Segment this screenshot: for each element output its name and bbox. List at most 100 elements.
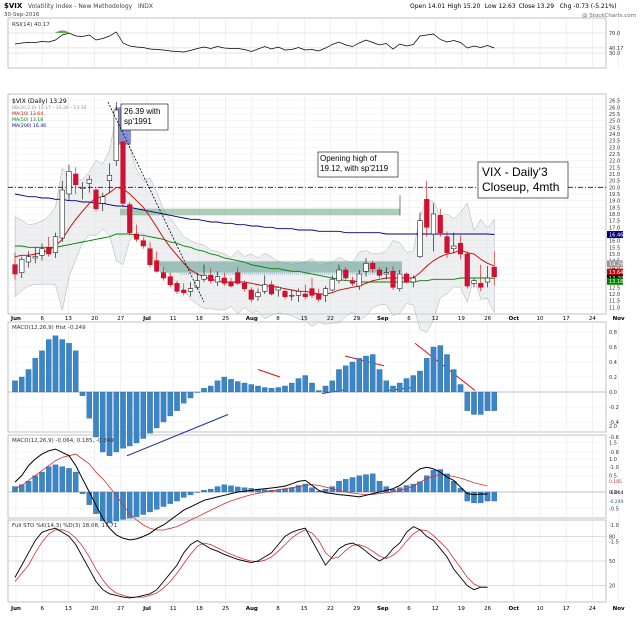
hist-bar bbox=[221, 376, 227, 393]
x-tick-label: 15 bbox=[301, 316, 308, 322]
candle-body bbox=[46, 247, 52, 255]
hist-bar bbox=[464, 391, 470, 411]
hist-bar bbox=[174, 391, 180, 411]
candle-body bbox=[437, 215, 443, 233]
macd-hist-bar bbox=[309, 487, 315, 493]
y-tick-label: 23.5 bbox=[609, 139, 620, 145]
candle-body bbox=[160, 272, 167, 279]
hist-bar bbox=[396, 382, 403, 393]
macd-hist-bar bbox=[437, 469, 443, 493]
hist-bar bbox=[329, 380, 335, 393]
macd-hist-bar bbox=[302, 483, 308, 493]
hist-bar bbox=[491, 391, 497, 411]
legend-entry: $VIX (Daily) 13.29 bbox=[12, 98, 67, 105]
x-tick-label: 29 bbox=[353, 606, 360, 612]
x-tick-label: 27 bbox=[117, 606, 124, 612]
macd-hist-bar bbox=[133, 491, 140, 517]
annotation-high: 26.39 with sp'1991 bbox=[120, 103, 169, 131]
hist-tick-label: -0.4 bbox=[609, 420, 619, 426]
support-zone bbox=[160, 261, 402, 273]
macd-hist-bar bbox=[59, 466, 66, 493]
y-tick-label: 17.0 bbox=[609, 225, 620, 231]
macd-value-tag: -0.064 bbox=[609, 490, 624, 496]
candle-body bbox=[100, 196, 106, 204]
candle-body bbox=[343, 269, 349, 279]
macd-hist-bar bbox=[450, 480, 457, 493]
rsi-tick-label: 70.0 bbox=[609, 31, 620, 37]
macd-hist-bar bbox=[25, 480, 32, 493]
x-tick-label: Sep bbox=[377, 316, 389, 322]
macd-value-tag: 0.185 bbox=[609, 479, 622, 485]
macd-hist-bar bbox=[376, 480, 383, 493]
legend-entry: MA(10) 13.64 bbox=[12, 111, 43, 117]
hist-tick-label: 0.6 bbox=[609, 345, 617, 351]
y-tick-label: 18.0 bbox=[609, 212, 620, 218]
hist-tick-label: -0.6 bbox=[609, 435, 619, 441]
macd-hist-bar bbox=[423, 475, 430, 493]
x-tick-label: 26 bbox=[484, 606, 491, 612]
candle-body bbox=[363, 263, 369, 272]
hist-bar bbox=[437, 345, 443, 393]
hist-bar bbox=[369, 354, 376, 393]
rsi-panel bbox=[7, 17, 607, 69]
price-tag bbox=[607, 277, 623, 285]
macd-hist-bar bbox=[369, 473, 376, 493]
annotation-line: sp'1991 bbox=[124, 117, 152, 126]
macd-hist-bar bbox=[342, 479, 349, 493]
macd-hist-bar bbox=[66, 468, 72, 493]
macd-label: MACD(12,26,9) -0.064, 0.185, -0.249 bbox=[12, 438, 114, 444]
x-tick-label: Aug bbox=[246, 606, 258, 612]
hist-bar bbox=[390, 385, 396, 393]
hist-bar bbox=[322, 385, 329, 393]
x-tick-label: 12 bbox=[432, 316, 439, 322]
candle-body bbox=[32, 256, 38, 259]
x-tick-label: 17 bbox=[563, 316, 570, 322]
candle-body bbox=[235, 272, 241, 284]
x-tick-label: 6 bbox=[407, 316, 411, 322]
candle-body bbox=[282, 291, 288, 297]
hist-bar bbox=[349, 361, 356, 393]
y-tick-label: 26.5 bbox=[609, 99, 620, 105]
annotation-line: 26.39 with bbox=[124, 107, 160, 116]
x-tick-label: 22 bbox=[327, 606, 334, 612]
hist-tick-label: 0.2 bbox=[609, 375, 617, 381]
x-tick-label: 12 bbox=[432, 606, 439, 612]
hist-bar bbox=[410, 375, 416, 393]
macd-hist-bar bbox=[322, 488, 329, 493]
hist-bar bbox=[127, 391, 133, 447]
annotation-line: Closeup, 4mth bbox=[482, 180, 559, 194]
candle-body bbox=[39, 248, 45, 256]
hist-bar bbox=[302, 375, 308, 393]
ohlc-low: Low 12.63 bbox=[485, 3, 516, 10]
macd-hist-bar bbox=[336, 480, 342, 493]
macd-hist-bar bbox=[127, 491, 133, 519]
hist-bar bbox=[295, 378, 302, 393]
annotation-line: 19.12, with sp'2119 bbox=[320, 164, 389, 173]
sto-tick-label: 50 bbox=[609, 559, 615, 565]
candle-body bbox=[322, 288, 329, 296]
legend-entry: MA(200) 16.46 bbox=[12, 123, 46, 129]
x-tick-label: 13 bbox=[65, 316, 72, 322]
hist-bar bbox=[180, 391, 187, 404]
y-tick-label: 16.0 bbox=[609, 239, 620, 245]
hist-bar bbox=[342, 365, 349, 393]
candle-body bbox=[25, 256, 32, 263]
candle-body bbox=[154, 260, 160, 272]
candle-body bbox=[133, 233, 140, 240]
hist-bar bbox=[140, 391, 146, 439]
price-tag bbox=[607, 260, 623, 268]
macd-hist-bar bbox=[349, 477, 356, 493]
x-tick-label: 17 bbox=[563, 606, 570, 612]
candle-body bbox=[187, 288, 194, 292]
y-tick-label: 22.5 bbox=[609, 152, 620, 158]
x-tick-label: 8 bbox=[276, 606, 280, 612]
chart-header: $VIX Volatility Index - New Methodology … bbox=[4, 2, 636, 19]
hist-bar bbox=[187, 391, 194, 399]
candle-body bbox=[241, 283, 248, 289]
x-tick-label: 18 bbox=[196, 316, 203, 322]
x-tick-label: Jul bbox=[142, 316, 151, 322]
macd-line bbox=[14, 448, 488, 541]
x-tick-label: 25 bbox=[222, 606, 229, 612]
macd-hist-bar bbox=[140, 491, 146, 515]
rsi-line bbox=[14, 30, 495, 53]
